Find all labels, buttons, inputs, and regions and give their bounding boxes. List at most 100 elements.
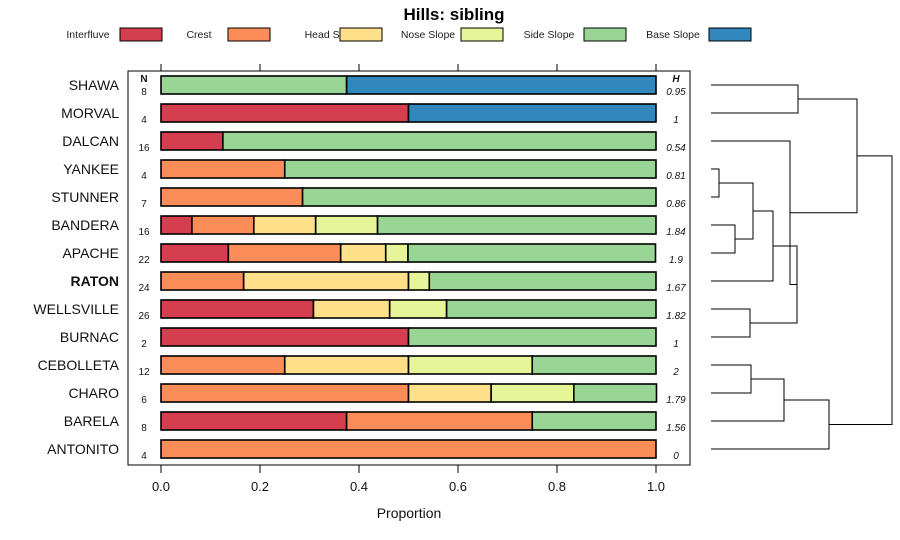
dendrogram-branch-cebolleta-charo — [711, 364, 752, 394]
row-label-antonito: ANTONITO — [47, 441, 119, 457]
h-value-shawa: 0.95 — [666, 87, 686, 98]
n-value-burnac: 2 — [141, 339, 147, 350]
bar-segment-dalcan-interfluve — [160, 131, 224, 151]
legend-label-base-slope: Base Slope — [646, 29, 700, 41]
dendrogram-branch-lower-cluster — [711, 399, 830, 450]
bar-segment-yankee-side-slope — [283, 159, 657, 179]
row-label-yankee: YANKEE — [63, 161, 119, 177]
bar-row-raton — [160, 271, 657, 291]
legend-swatch-nose-slope — [460, 27, 504, 42]
bar-row-antonito — [160, 439, 657, 459]
row-label-wellsville: WELLSVILLE — [33, 301, 119, 317]
x-tick-label-1: 0.2 — [251, 479, 269, 494]
legend-swatch-interfluve — [119, 27, 163, 42]
legend-swatch-head-slope — [339, 27, 383, 42]
n-value-wellsville: 26 — [138, 311, 150, 322]
n-value-antonito: 4 — [141, 451, 147, 462]
dendrogram-branch-shawa-morval — [711, 84, 799, 114]
bar-row-wellsville — [160, 299, 657, 319]
row-label-morval: MORVAL — [61, 105, 119, 121]
bar-segment-apache-head-slope — [339, 243, 387, 263]
h-value-morval: 1 — [673, 115, 679, 126]
bar-segment-wellsville-head-slope — [312, 299, 391, 319]
n-value-shawa: 8 — [141, 87, 147, 98]
h-value-charo: 1.79 — [666, 395, 686, 406]
legend: Interfluve Crest Head Slope Nose Slope Side … — [66, 27, 752, 42]
dendrogram-branch-c-ccb — [711, 378, 785, 422]
bar-segment-apache-crest — [227, 243, 342, 263]
row-label-charo: CHARO — [68, 385, 119, 401]
bar-segment-bandera-head-slope — [253, 215, 317, 235]
row-label-shawa: SHAWA — [69, 77, 120, 93]
bar-segment-raton-side-slope — [428, 271, 657, 291]
bar-row-yankee — [160, 159, 657, 179]
x-axis: 0.0 0.2 0.4 0.6 0.8 1.0 — [152, 465, 665, 494]
n-value-charo: 6 — [141, 395, 147, 406]
row-label-dalcan: DALCAN — [62, 133, 119, 149]
bar-segment-bandera-interfluve — [160, 215, 193, 235]
bar-segment-charo-crest — [160, 383, 410, 403]
bar-segment-antonito-crest — [160, 439, 657, 459]
bar-segment-stunner-side-slope — [301, 187, 657, 207]
bar-segment-cebolleta-head-slope — [283, 355, 410, 375]
legend-swatch-crest — [227, 27, 271, 42]
bar-segment-morval-base-slope — [407, 103, 657, 123]
h-value-barela: 1.56 — [666, 423, 686, 434]
row-label-bandera: BANDERA — [51, 217, 119, 233]
dendrogram-branch-wellsville-burnac — [711, 308, 751, 338]
plot-panel — [127, 70, 691, 466]
row-label-apache: APACHE — [62, 245, 119, 261]
bar-segment-apache-side-slope — [407, 243, 657, 263]
legend-label-interfluve: Interfluve — [66, 29, 109, 41]
h-value-antonito: 0 — [673, 451, 679, 462]
n-value-morval: 4 — [141, 115, 147, 126]
bar-segment-bandera-crest — [191, 215, 255, 235]
row-label-stunner: STUNNER — [51, 189, 119, 205]
n-value-barela: 8 — [141, 423, 147, 434]
bar-segment-cebolleta-nose-slope — [407, 355, 534, 375]
bar-segment-wellsville-nose-slope — [388, 299, 448, 319]
h-column-header: H — [672, 74, 680, 85]
bar-segment-burnac-interfluve — [160, 327, 410, 347]
dendrogram-branch-c-yb — [719, 182, 754, 240]
bar-segment-dalcan-side-slope — [222, 131, 657, 151]
legend-swatch-side-slope — [583, 27, 627, 42]
legend-label-crest: Crest — [186, 29, 211, 41]
bar-segment-apache-interfluve — [160, 243, 230, 263]
bar-segment-cebolleta-crest — [160, 355, 286, 375]
bar-row-barela — [160, 411, 657, 431]
dendrogram-branch-root — [829, 155, 893, 425]
h-value-dalcan: 0.54 — [666, 143, 686, 154]
dendrogram-branch-upper-cluster — [790, 98, 858, 214]
legend-label-side-slope: Side Slope — [524, 29, 575, 41]
n-value-bandera: 16 — [138, 227, 150, 238]
bars-group — [160, 75, 658, 459]
legend-label-nose-slope: Nose Slope — [401, 29, 455, 41]
legend-swatch-base-slope — [708, 27, 752, 42]
n-value-cebolleta: 12 — [138, 367, 150, 378]
x-tick-label-4: 0.8 — [548, 479, 566, 494]
row-label-barela: BARELA — [64, 413, 120, 429]
bar-row-bandera — [160, 215, 657, 235]
bar-row-cebolleta — [160, 355, 657, 375]
n-value-yankee: 4 — [141, 171, 147, 182]
dendrogram-branch-bandera-apache — [711, 224, 736, 254]
dendrogram-branch-yankee-stunner — [711, 168, 720, 198]
bar-row-charo — [160, 383, 658, 403]
bar-row-morval — [160, 103, 657, 123]
bar-segment-shawa-side-slope — [160, 75, 348, 95]
bar-segment-stunner-crest — [160, 187, 304, 207]
bar-segment-charo-side-slope — [573, 383, 658, 403]
bar-segment-apache-nose-slope — [384, 243, 409, 263]
bar-segment-raton-crest — [160, 271, 245, 291]
n-value-dalcan: 16 — [138, 143, 150, 154]
bar-segment-charo-head-slope — [407, 383, 492, 403]
bar-segment-charo-nose-slope — [490, 383, 575, 403]
x-tick-label-3: 0.6 — [449, 479, 467, 494]
bar-segment-shawa-base-slope — [345, 75, 657, 95]
n-column-header: N — [140, 74, 147, 85]
bar-row-apache — [160, 243, 657, 263]
row-label-burnac: BURNAC — [60, 329, 119, 345]
bar-segment-wellsville-side-slope — [445, 299, 657, 319]
